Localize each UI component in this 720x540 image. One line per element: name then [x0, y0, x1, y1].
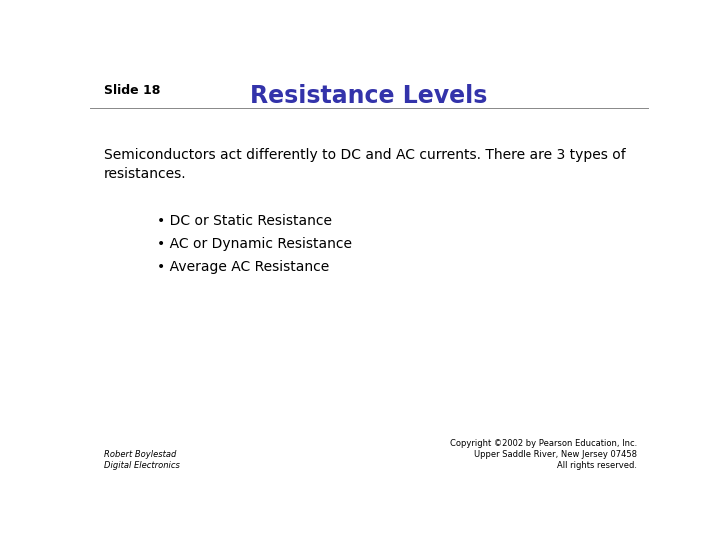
Text: • Average AC Resistance: • Average AC Resistance — [157, 260, 329, 274]
Text: • DC or Static Resistance: • DC or Static Resistance — [157, 214, 332, 228]
Text: Slide 18: Slide 18 — [104, 84, 161, 97]
Text: Semiconductors act differently to DC and AC currents. There are 3 types of
resis: Semiconductors act differently to DC and… — [104, 148, 626, 181]
Text: Copyright ©2002 by Pearson Education, Inc.
Upper Saddle River, New Jersey 07458
: Copyright ©2002 by Pearson Education, In… — [449, 439, 637, 470]
Text: • AC or Dynamic Resistance: • AC or Dynamic Resistance — [157, 238, 352, 251]
Text: Resistance Levels: Resistance Levels — [251, 84, 487, 107]
Text: Robert Boylestad
Digital Electronics: Robert Boylestad Digital Electronics — [104, 450, 180, 470]
